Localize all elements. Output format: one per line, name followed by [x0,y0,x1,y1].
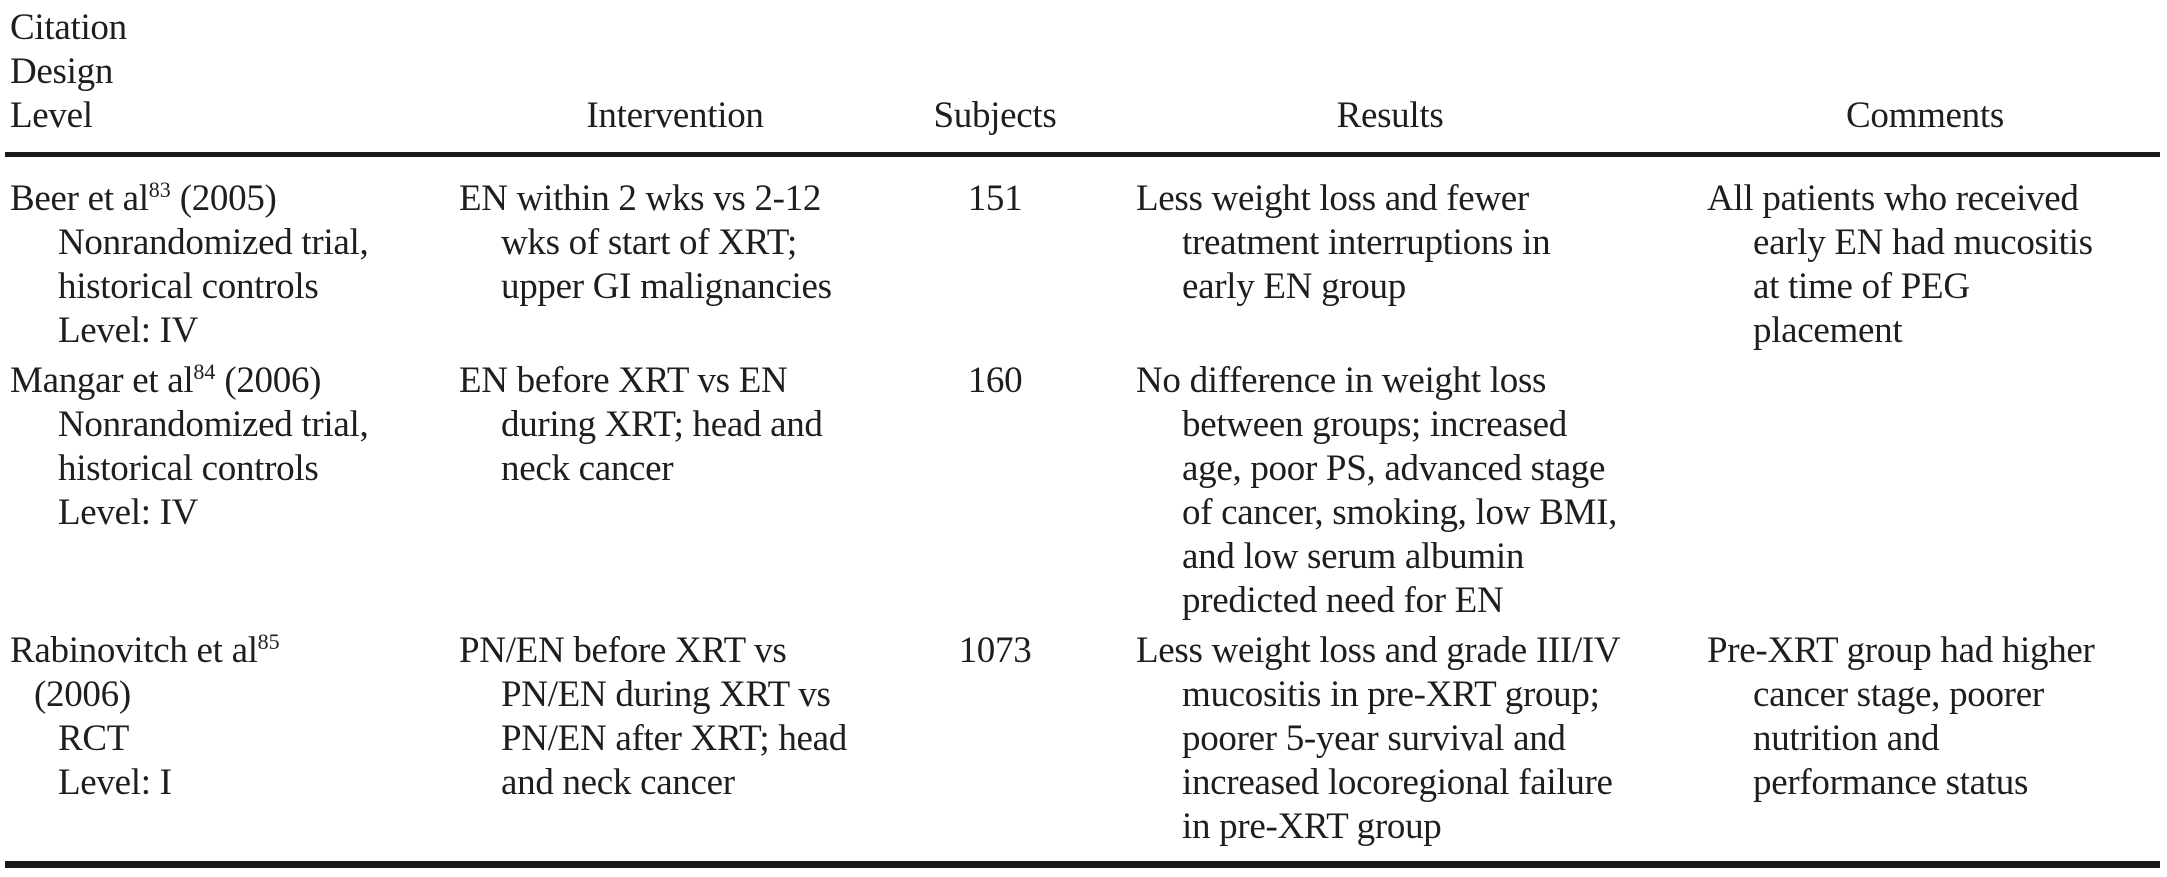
comments-line: early EN had mucositis [1753,222,2093,263]
results-line: early EN group [1182,266,1406,307]
citation-year: (2005) [170,178,277,219]
citation-ref-superscript: 85 [257,629,280,654]
header-level-label: Level [10,95,93,136]
citation-author: Mangar et al [10,360,194,401]
citation-year-line: (2006) [34,674,131,715]
subjects-count: 1073 [958,630,1032,671]
comments-line: at time of PEG [1753,266,1970,307]
intervention-line: PN/EN during XRT vs [501,674,831,715]
table-row: Beer et al83 (2005) Nonrandomized trial,… [0,177,2160,353]
intervention-line: during XRT; head and [501,404,823,445]
results-cell: No difference in weight loss between gro… [1090,359,1690,623]
results-line: mucositis in pre-XRT group; [1182,674,1600,715]
results-line: No difference in weight loss [1136,360,1547,401]
design-line: historical controls [58,266,319,307]
citation-ref-superscript: 84 [193,359,216,384]
citation-author: Beer et al [10,178,149,219]
citation-cell: Mangar et al84 (2006) Nonrandomized tria… [0,359,450,623]
table-row: Mangar et al84 (2006) Nonrandomized tria… [0,359,2160,623]
citation-cell: Rabinovitch et al85 (2006) RCT Level: I [0,629,450,849]
comments-line: Pre-XRT group had higher [1707,630,2095,671]
citation-line: Beer et al83 (2005) [10,177,450,221]
comments-line: placement [1753,310,1903,351]
table-bottom-rule [5,861,2160,868]
results-cell: Less weight loss and fewer treatment int… [1090,177,1690,353]
citation-line: Mangar et al84 (2006) [10,359,450,403]
comments-cell: Pre-XRT group had higher cancer stage, p… [1690,629,2160,849]
subjects-cell: 1073 [900,629,1090,849]
results-line: poorer 5-year survival and [1182,718,1566,759]
design-line: historical controls [58,448,319,489]
results-line: of cancer, smoking, low BMI, [1182,492,1618,533]
results-line: in pre-XRT group [1182,806,1442,847]
intervention-line: PN/EN after XRT; head [501,718,847,759]
intervention-line: PN/EN before XRT vs [459,630,787,671]
intervention-cell: EN within 2 wks vs 2-12 wks of start of … [450,177,900,353]
design-line: RCT [58,718,130,759]
citation-cell: Beer et al83 (2005) Nonrandomized trial,… [0,177,450,353]
comments-line: cancer stage, poorer [1753,674,2044,715]
header-design-label: Design [10,51,114,92]
intervention-line: and neck cancer [501,762,735,803]
design-line: Nonrandomized trial, [58,222,369,263]
table-header-row: Citation Design Level Intervention Subje… [0,6,2160,138]
header-divider-rule [5,152,2160,157]
citation-ref-superscript: 83 [148,177,171,202]
comments-line: nutrition and [1753,718,1940,759]
table-body: Beer et al83 (2005) Nonrandomized trial,… [0,177,2160,849]
intervention-line: upper GI malignancies [501,266,832,307]
comments-line: performance status [1753,762,2029,803]
level-line: Level: IV [58,492,199,533]
results-line: treatment interruptions in [1182,222,1551,263]
intervention-line: neck cancer [501,448,674,489]
header-citation-label: Citation [10,7,127,48]
comments-cell-empty [1690,359,2160,623]
subjects-count: 151 [967,178,1023,219]
results-line: age, poor PS, advanced stage [1182,448,1606,489]
comments-line: All patients who received [1707,178,2079,219]
comments-cell: All patients who received early EN had m… [1690,177,2160,353]
results-line: and low serum albumin [1182,536,1525,577]
level-line: Level: IV [58,310,199,351]
header-citation-design-level: Citation Design Level [0,6,450,138]
results-line: between groups; increased [1182,404,1567,445]
header-intervention-label: Intervention [586,95,764,136]
subjects-cell: 151 [900,177,1090,353]
citation-year: (2006) [215,360,322,401]
table-row: Rabinovitch et al85 (2006) RCT Level: I … [0,629,2160,849]
citation-line: Rabinovitch et al85 [10,629,450,673]
design-line: Nonrandomized trial, [58,404,369,445]
results-line: Less weight loss and grade III/IV [1136,630,1621,671]
subjects-count: 160 [967,360,1023,401]
header-subjects-label: Subjects [933,95,1057,136]
intervention-cell: PN/EN before XRT vs PN/EN during XRT vs … [450,629,900,849]
results-line: increased locoregional failure [1182,762,1613,803]
results-line: Less weight loss and fewer [1136,178,1529,219]
intervention-line: EN before XRT vs EN [459,360,788,401]
intervention-line: EN within 2 wks vs 2-12 [459,178,822,219]
intervention-cell: EN before XRT vs EN during XRT; head and… [450,359,900,623]
results-cell: Less weight loss and grade III/IV mucosi… [1090,629,1690,849]
citation-author: Rabinovitch et al [10,630,258,671]
level-line: Level: I [58,762,172,803]
intervention-line: wks of start of XRT; [501,222,797,263]
header-comments-label: Comments [1846,95,2004,136]
header-results-label: Results [1336,95,1444,136]
results-line: predicted need for EN [1182,580,1504,621]
subjects-cell: 160 [900,359,1090,623]
